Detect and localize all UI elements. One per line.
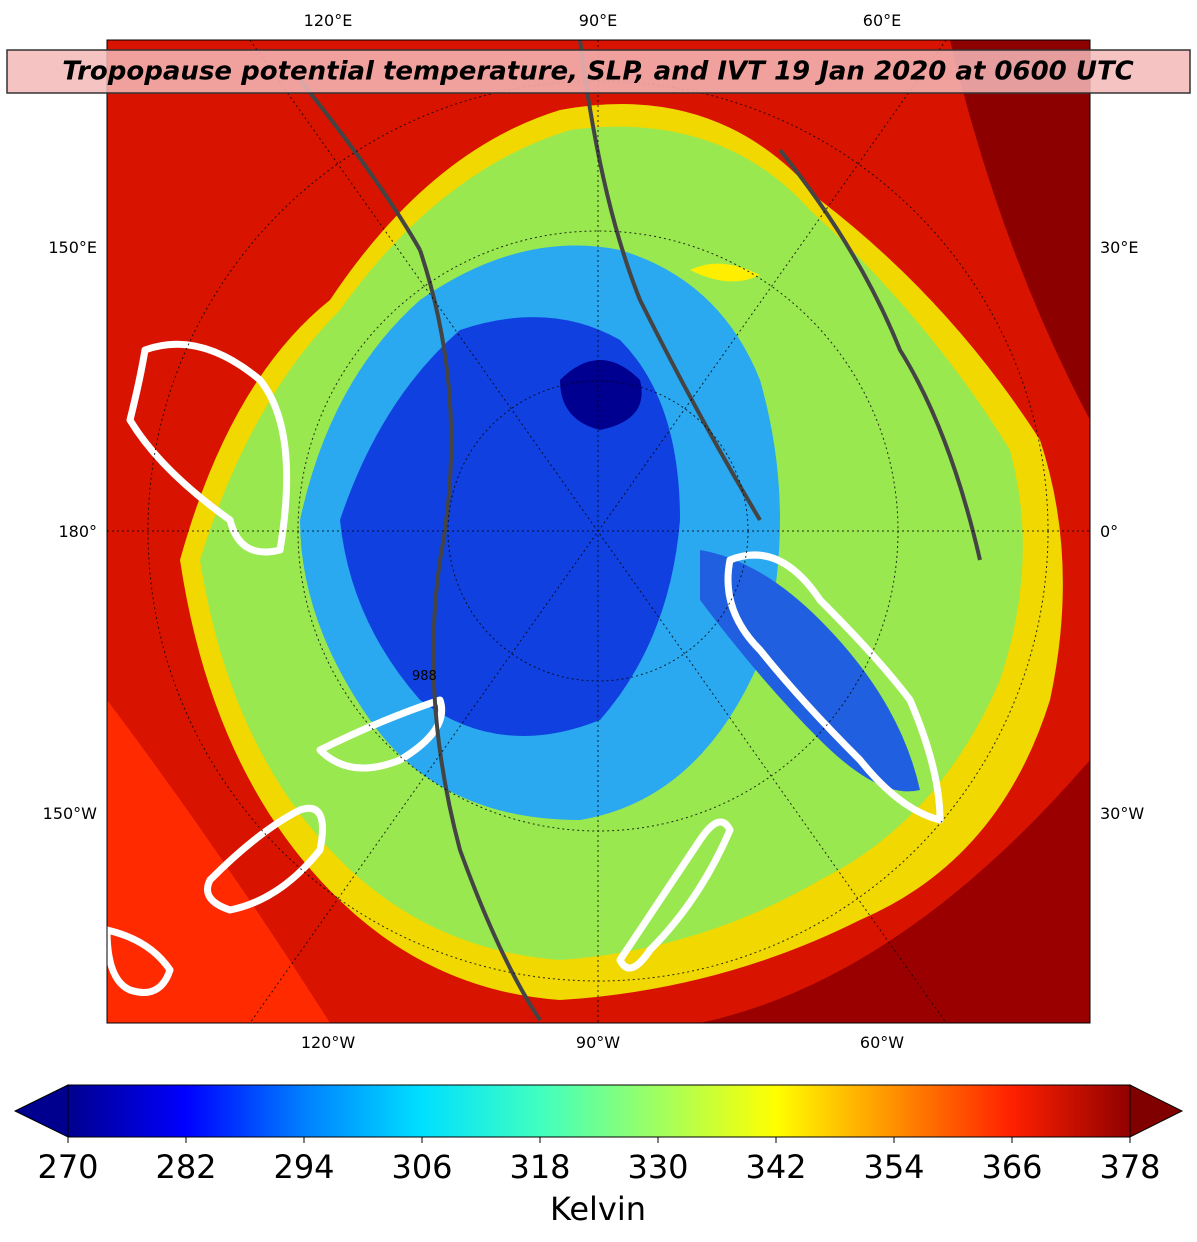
colorbar-tick-label: 366 bbox=[981, 1148, 1042, 1186]
colorbar-tick-label: 270 bbox=[37, 1148, 98, 1186]
lon-label: 0° bbox=[1100, 522, 1118, 541]
colorbar-tick-label: 378 bbox=[1099, 1148, 1160, 1186]
lon-label: 60°E bbox=[863, 11, 901, 30]
colorbar-tick-label: 342 bbox=[745, 1148, 806, 1186]
lon-label: 120°W bbox=[301, 1033, 356, 1052]
colorbar-extend-low bbox=[13, 1084, 69, 1138]
title: Tropopause potential temperature, SLP, a… bbox=[62, 57, 1134, 87]
title-box bbox=[6, 49, 1191, 94]
lon-label: 120°E bbox=[304, 11, 353, 30]
colorbar-tick-label: 330 bbox=[627, 1148, 688, 1186]
lon-label: 30°E bbox=[1100, 238, 1138, 257]
lon-labels: 120°E 90°E 60°E 120°W 90°W 60°W 150°E 180° 150°W… bbox=[43, 11, 1145, 1052]
lon-label: 90°W bbox=[576, 1033, 620, 1052]
map-field: 988 bbox=[107, 40, 1090, 1023]
colorbar-tick-label: 318 bbox=[509, 1148, 570, 1186]
colorbar-extend-high bbox=[1129, 1084, 1184, 1138]
colorbar-body bbox=[67, 1084, 1131, 1138]
colorbar-tick-label: 354 bbox=[863, 1148, 924, 1186]
colorbar: 270 282 294 306 318 330 342 354 366 378 Kelvin bbox=[13, 1084, 1184, 1228]
colorbar-label: Kelvin bbox=[550, 1190, 646, 1228]
lon-label: 90°E bbox=[579, 11, 617, 30]
contour-label: 988 bbox=[412, 669, 437, 684]
lon-label: 150°W bbox=[43, 804, 98, 823]
lon-label: 150°E bbox=[48, 238, 97, 257]
lon-label: 60°W bbox=[860, 1033, 904, 1052]
map-frame bbox=[106, 39, 1091, 1024]
colorbar-tick-label: 306 bbox=[391, 1148, 452, 1186]
lon-label: 180° bbox=[58, 522, 97, 541]
lon-label: 30°W bbox=[1100, 804, 1144, 823]
colorbar-tick-label: 294 bbox=[273, 1148, 334, 1186]
colorbar-tick-label: 282 bbox=[155, 1148, 216, 1186]
